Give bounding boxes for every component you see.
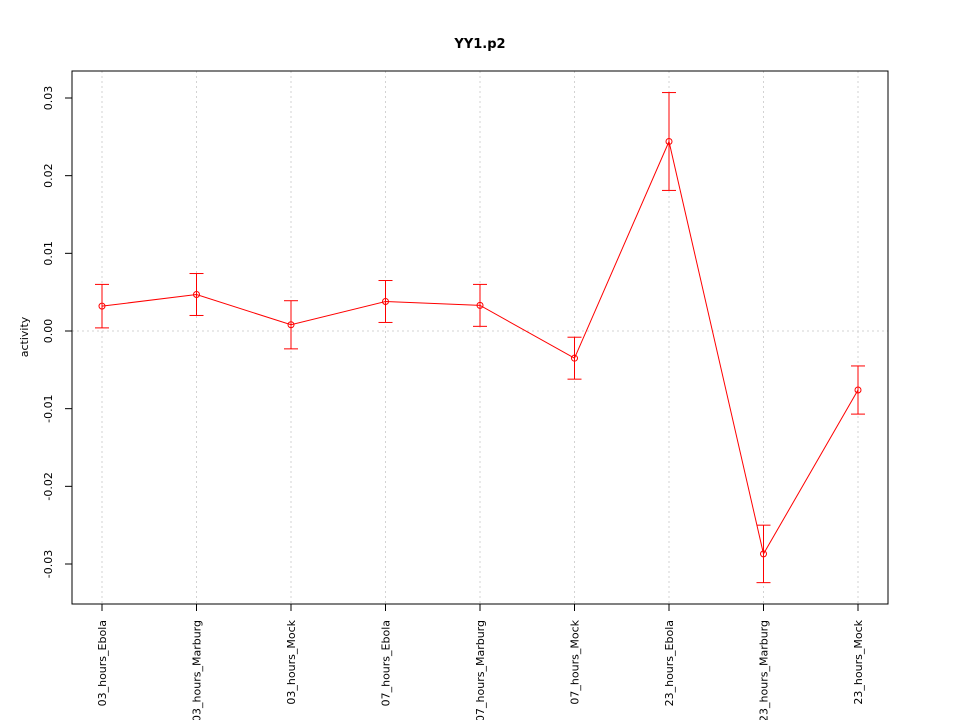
x-tick-label: 23_hours_Mock [852, 619, 865, 704]
y-tick-label: -0.02 [42, 472, 55, 500]
data-series [95, 92, 865, 584]
data-point [476, 301, 484, 309]
data-point [98, 302, 106, 310]
data-point [854, 386, 862, 394]
data-point [760, 550, 767, 558]
y-tick-label: 0.00 [42, 319, 55, 344]
y-tick-label: -0.01 [42, 394, 55, 422]
chart-title: YY1.p2 [453, 37, 505, 52]
y-tick-label: 0.01 [42, 241, 55, 265]
x-tick-label: 03_hours_Mock [285, 619, 298, 704]
axes: 0.03 0.02 0.01 0.00 -0.01 -0.02 -0.03 03_hours_… [42, 70, 889, 720]
data-point [193, 290, 200, 298]
data-point [571, 354, 578, 362]
data-point [665, 137, 673, 145]
y-tick-label: 0.02 [42, 163, 55, 188]
data-point [287, 321, 295, 329]
x-tick-label: 03_hours_Ebola [96, 620, 109, 706]
y-tick-label: 0.03 [42, 86, 55, 111]
x-tick-label: 07_hours_Mock [569, 619, 582, 704]
x-tick-label: 03_hours_Marburg [191, 620, 204, 720]
x-tick-label: 07_hours_Marburg [474, 620, 487, 720]
data-point [382, 297, 389, 305]
x-tick-label: 07_hours_Ebola [380, 620, 393, 706]
y-tick-label: -0.03 [42, 550, 55, 578]
y-axis-label: activity [18, 316, 31, 357]
grid [72, 71, 888, 604]
x-tick-label: 23_hours_Ebola [663, 620, 676, 706]
x-tick-label: 23_hours_Marburg [758, 620, 771, 720]
